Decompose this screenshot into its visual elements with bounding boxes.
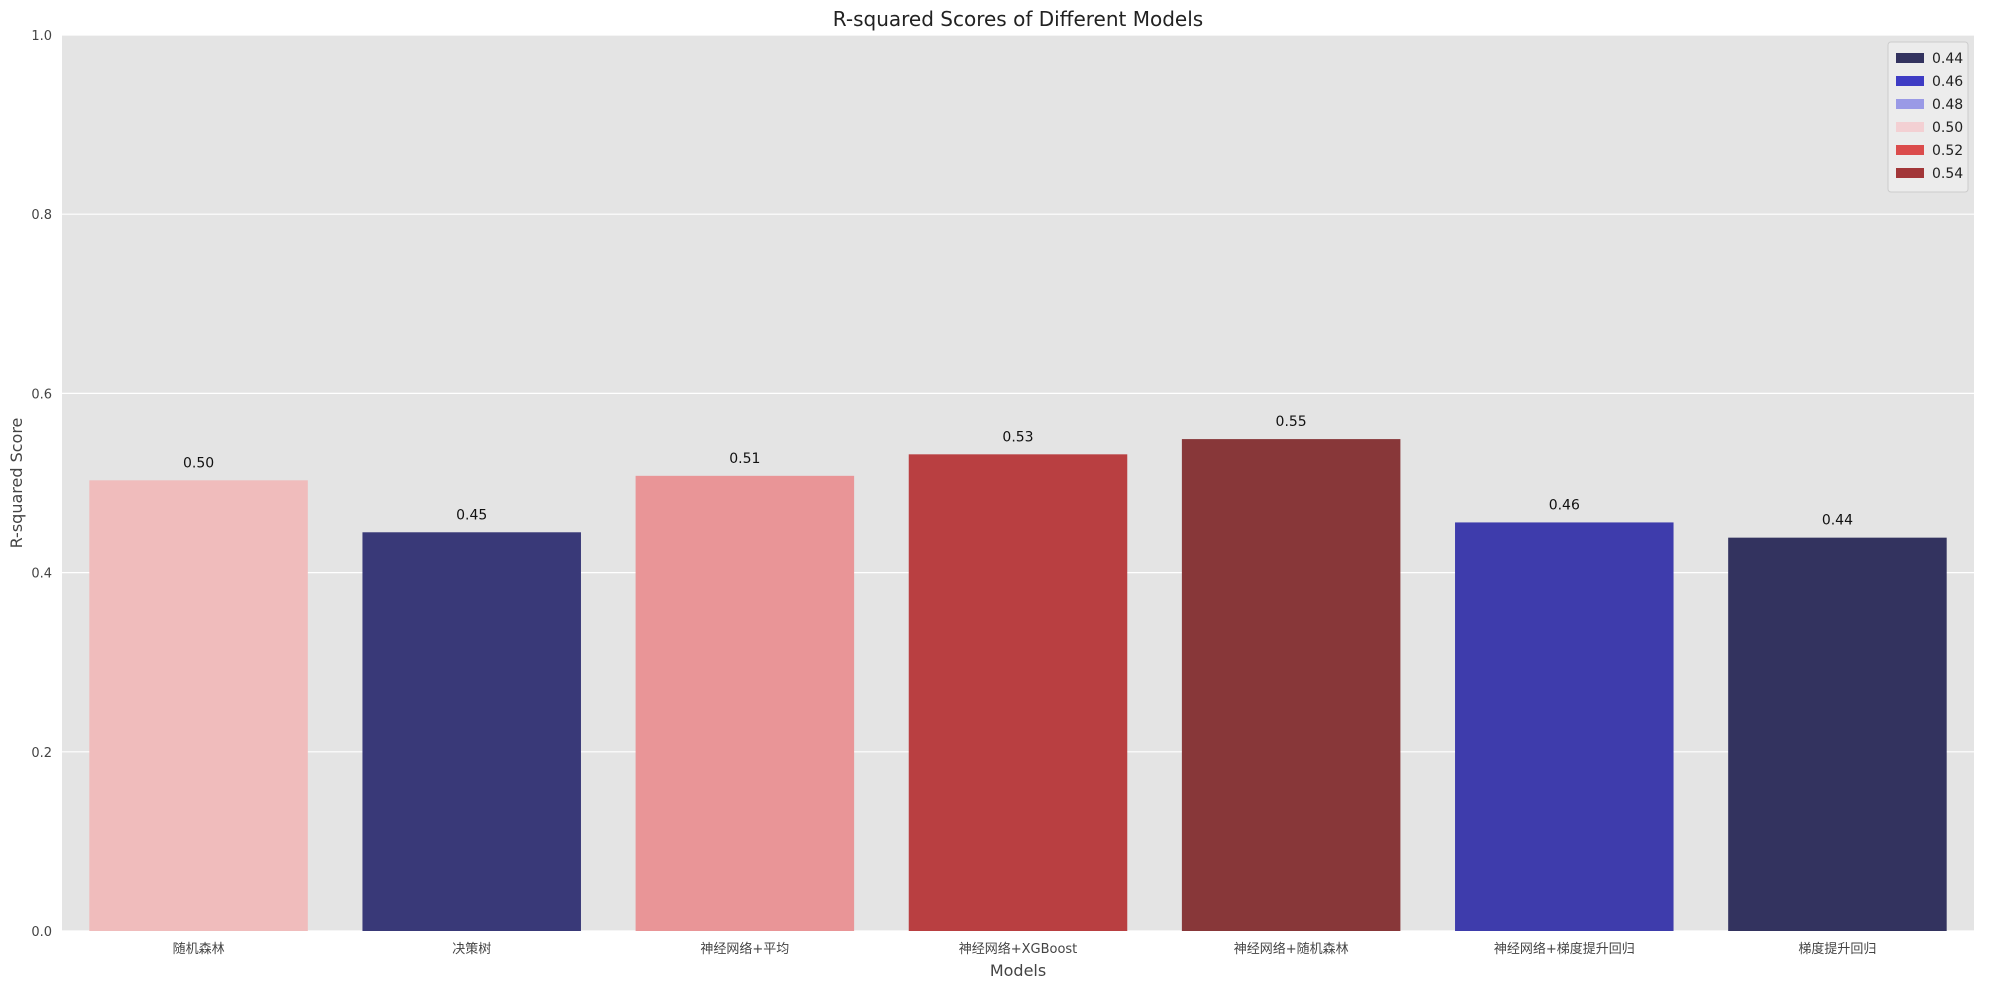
legend-entry-label: 0.50: [1932, 120, 1963, 136]
legend-swatch: [1896, 99, 1924, 109]
bar: [1181, 439, 1401, 931]
legend-entry-label: 0.52: [1932, 143, 1963, 159]
bar-value-label: 0.51: [729, 451, 760, 467]
bar: [635, 475, 855, 931]
bars-group: [89, 439, 1947, 931]
y-tick-label: 0.8: [31, 208, 52, 223]
legend: 0.44 0.46 0.48 0.50 0.52 0.54: [1887, 41, 1969, 193]
legend-swatch: [1896, 122, 1924, 132]
x-tick-label: 神经网络+梯度提升回归: [1494, 941, 1635, 957]
bar: [1455, 522, 1674, 931]
legend-entry-label: 0.46: [1932, 74, 1963, 90]
x-tick-label: 决策树: [452, 941, 491, 957]
chart-title: R-squared Scores of Different Models: [833, 7, 1203, 31]
bar-value-label: 0.53: [1002, 429, 1033, 445]
x-tick-label: 梯度提升回归: [1798, 941, 1876, 957]
bar-value-label: 0.45: [456, 507, 487, 523]
x-tick-label: 神经网络+XGBoost: [959, 941, 1078, 957]
legend-entry-label: 0.48: [1932, 97, 1963, 113]
legend-entry-label: 0.44: [1932, 51, 1963, 67]
bar: [362, 532, 581, 931]
bar-value-label: 0.46: [1549, 497, 1580, 513]
y-tick-label: 0.4: [31, 567, 52, 582]
bar-value-label: 0.55: [1276, 414, 1307, 430]
legend-swatch: [1896, 76, 1924, 86]
bar: [89, 480, 308, 931]
legend-swatch: [1896, 53, 1924, 63]
x-tick-label: 神经网络+随机森林: [1234, 941, 1349, 957]
legend-entry-label: 0.54: [1932, 166, 1963, 182]
x-axis-ticks: 随机森林 决策树 神经网络+平均 神经网络+XGBoost 神经网络+随机森林 神经网络+…: [173, 941, 1877, 957]
y-tick-label: 0.6: [31, 387, 52, 402]
y-axis-label: R-squared Score: [7, 418, 26, 549]
bar: [908, 454, 1128, 931]
y-tick-label: 1.0: [31, 29, 52, 44]
y-tick-label: 0.2: [31, 746, 52, 761]
x-tick-label: 随机森林: [173, 942, 225, 957]
bar: [1728, 537, 1947, 931]
y-axis-ticks: 0.0 0.2 0.4 0.6 0.8 1.0: [31, 29, 52, 940]
bar-value-label: 0.50: [183, 455, 214, 471]
y-tick-label: 0.0: [31, 925, 52, 940]
x-tick-label: 神经网络+平均: [700, 941, 789, 957]
legend-swatch: [1896, 168, 1924, 178]
bar-value-label: 0.44: [1822, 513, 1853, 529]
value-labels-group: 0.50 0.45 0.51 0.53 0.55 0.46 0.44: [183, 414, 1853, 529]
legend-swatch: [1896, 145, 1924, 155]
x-axis-label: Models: [990, 961, 1046, 980]
